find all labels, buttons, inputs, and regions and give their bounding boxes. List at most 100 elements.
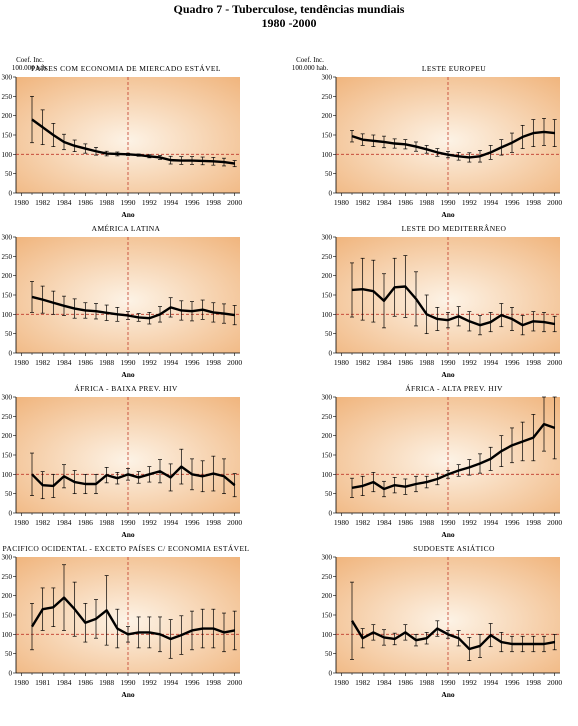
y-tick-label: 150 (322, 612, 333, 620)
x-tick-label: 1988 (99, 198, 114, 207)
chart-title: ÁFRICA - ALTA PREV. HIV (405, 383, 503, 393)
y-tick-label: 0 (329, 510, 333, 518)
y-tick-label: 50 (325, 330, 333, 338)
x-tick-label: 1992 (462, 678, 477, 687)
x-tick-label: 1986 (78, 678, 93, 687)
x-tick-label: 1990 (121, 358, 136, 367)
x-tick-label: 1984 (377, 358, 392, 367)
y-tick-label: 200 (322, 432, 333, 440)
y-axis-caption-line2: 100.000 hab. (291, 64, 329, 72)
y-tick-label: 100 (322, 311, 333, 319)
x-tick-label: 1988 (99, 518, 114, 527)
x-tick-label: 1990 (441, 518, 456, 527)
x-tick-label: 1982 (355, 198, 370, 207)
y-axis-caption-line1: Coef. Inc. (16, 56, 44, 64)
x-tick-label: 1994 (163, 678, 178, 687)
y-tick-label: 300 (2, 234, 13, 242)
series-line (30, 596, 235, 641)
y-tick-label: 150 (2, 292, 13, 300)
y-tick-label: 100 (322, 151, 333, 159)
x-axis-label: Ano (441, 370, 455, 379)
x-tick-label: 1986 (78, 358, 93, 367)
x-tick-label: 1986 (78, 198, 93, 207)
x-tick-label: 1982 (355, 358, 370, 367)
x-tick-label: 1994 (163, 198, 178, 207)
y-tick-label: 250 (322, 413, 333, 421)
y-axis-caption-left: Coef. Inc. 100.000 hab. (6, 56, 54, 72)
x-tick-label: 1984 (57, 198, 72, 207)
y-tick-label: 150 (322, 452, 333, 460)
y-tick-label: 150 (2, 612, 13, 620)
series-line (31, 118, 235, 165)
x-tick-label: 2000 (227, 198, 242, 207)
chart-panel: PAÍSES COM ECONOMIA DE MIERCADO ESTÁVEL 0… (2, 63, 243, 219)
y-tick-label: 300 (322, 234, 333, 242)
chart-panel: LESTE EUROPEU 0 50 100 150 200 250 300 1980 1982 1… (322, 64, 563, 219)
x-tick-label: 1988 (99, 678, 114, 687)
x-tick-label: 1988 (419, 518, 434, 527)
x-tick-label: 1984 (57, 518, 72, 527)
x-tick-label: 1992 (462, 198, 477, 207)
x-tick-label: 1986 (398, 358, 413, 367)
x-tick-label: 1990 (121, 518, 136, 527)
x-tick-label: 1990 (441, 198, 456, 207)
x-tick-label: 1982 (35, 518, 50, 527)
x-tick-label: 1980 (14, 198, 29, 207)
x-tick-label: 1992 (142, 358, 157, 367)
x-tick-label: 1984 (57, 678, 72, 687)
x-tick-label: 1982 (35, 198, 50, 207)
x-tick-label: 1980 (334, 198, 349, 207)
x-tick-label: 1988 (419, 678, 434, 687)
chart-panel: AMÉRICA LATINA 0 50 100 150 200 250 300 1980 1982… (2, 223, 243, 379)
x-tick-label: 2000 (547, 678, 562, 687)
x-tick-label: 1996 (185, 678, 200, 687)
x-tick-label: 1984 (377, 198, 392, 207)
x-tick-label: 2000 (547, 518, 562, 527)
y-tick-label: 250 (322, 573, 333, 581)
series-line (31, 465, 236, 488)
x-tick-label: 1982 (355, 518, 370, 527)
x-tick-label: 1994 (163, 358, 178, 367)
x-tick-label: 1984 (57, 358, 72, 367)
y-tick-label: 100 (2, 471, 13, 479)
x-tick-label: 2000 (547, 198, 562, 207)
y-tick-label: 150 (322, 132, 333, 140)
y-tick-label: 0 (329, 350, 333, 358)
x-axis-label: Ano (121, 210, 135, 219)
x-tick-label: 1986 (398, 198, 413, 207)
x-tick-label: 1986 (78, 518, 93, 527)
y-tick-label: 200 (2, 272, 13, 280)
x-tick-label: 1998 (526, 678, 541, 687)
x-tick-label: 1996 (185, 518, 200, 527)
y-axis-caption-line1: Coef. Inc. (296, 56, 324, 64)
x-tick-label: 1988 (419, 358, 434, 367)
y-tick-label: 250 (322, 253, 333, 261)
x-tick-label: 2000 (227, 518, 242, 527)
x-tick-label: 1986 (398, 518, 413, 527)
y-tick-label: 300 (2, 74, 13, 82)
x-tick-label: 1998 (206, 518, 221, 527)
x-tick-label: 1982 (355, 678, 370, 687)
y-tick-label: 200 (2, 432, 13, 440)
x-tick-label: 1984 (377, 678, 392, 687)
y-tick-label: 250 (2, 93, 13, 101)
y-tick-label: 200 (322, 112, 333, 120)
x-tick-label: 1996 (505, 358, 520, 367)
y-tick-label: 0 (329, 670, 333, 678)
x-tick-label: 1986 (398, 678, 413, 687)
y-tick-label: 300 (2, 394, 13, 402)
x-tick-label: 1992 (142, 678, 157, 687)
series-line (351, 422, 556, 491)
y-tick-label: 0 (9, 510, 13, 518)
y-tick-label: 300 (322, 554, 333, 562)
x-tick-label: 1994 (483, 198, 498, 207)
y-tick-label: 100 (2, 151, 13, 159)
y-axis-caption-right: Coef. Inc. 100.000 hab. (286, 56, 334, 72)
series-line (351, 130, 555, 159)
x-tick-label: 1998 (526, 358, 541, 367)
x-tick-label: 1996 (505, 678, 520, 687)
y-tick-label: 200 (2, 112, 13, 120)
x-tick-label: 1996 (185, 358, 200, 367)
y-tick-label: 0 (329, 190, 333, 198)
